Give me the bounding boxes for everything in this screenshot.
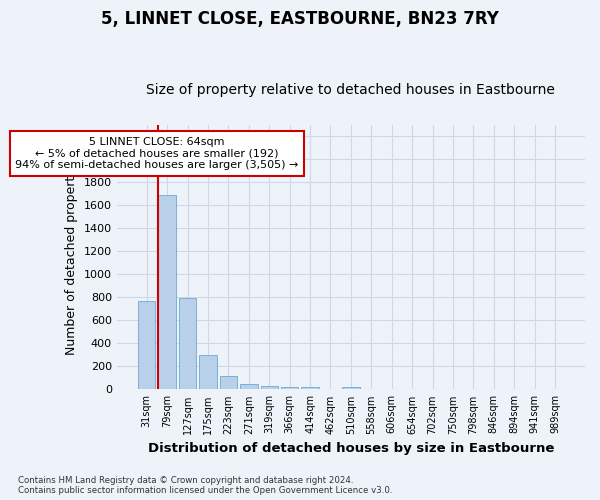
Bar [260,386,278,390]
Bar [281,386,298,390]
Bar [301,387,319,390]
Text: Contains HM Land Registry data © Crown copyright and database right 2024.
Contai: Contains HM Land Registry data © Crown c… [18,476,392,495]
Y-axis label: Number of detached properties: Number of detached properties [65,158,78,356]
Bar [240,384,257,390]
Bar [179,298,196,390]
Bar [158,195,176,390]
Bar [138,301,155,390]
Text: 5, LINNET CLOSE, EASTBOURNE, BN23 7RY: 5, LINNET CLOSE, EASTBOURNE, BN23 7RY [101,10,499,28]
Title: Size of property relative to detached houses in Eastbourne: Size of property relative to detached ho… [146,83,556,97]
Bar [342,387,359,390]
Bar [199,355,217,390]
X-axis label: Distribution of detached houses by size in Eastbourne: Distribution of detached houses by size … [148,442,554,455]
Bar [220,376,237,390]
Text: 5 LINNET CLOSE: 64sqm
← 5% of detached houses are smaller (192)
94% of semi-deta: 5 LINNET CLOSE: 64sqm ← 5% of detached h… [15,136,299,170]
